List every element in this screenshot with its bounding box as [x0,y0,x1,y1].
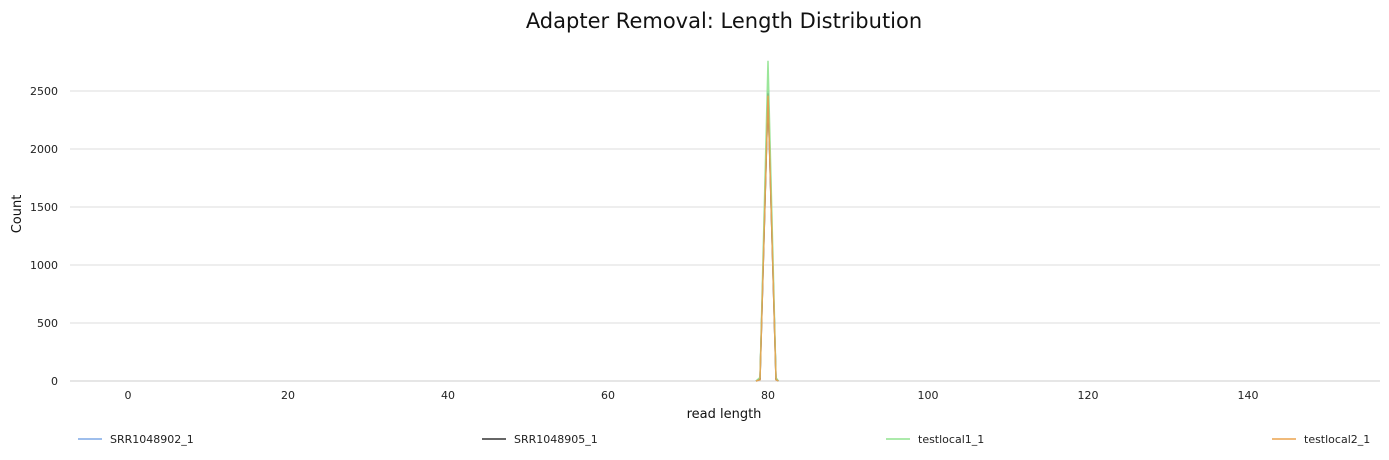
legend-item-srr1048902-1[interactable]: SRR1048902_1 [78,433,194,446]
x-tick-label: 100 [918,389,939,402]
y-tick-label: 0 [51,375,58,388]
series-line-testlocal2-1 [755,95,779,382]
legend-item-testlocal2-1[interactable]: testlocal2_1 [1272,433,1370,446]
x-tick-label: 80 [761,389,775,402]
legend: SRR1048902_1 SRR1048905_1 testlocal1_1 test… [78,433,1370,446]
x-axis-ticks: 0 20 40 60 80 100 120 140 [125,389,1259,402]
x-tick-label: 140 [1238,389,1259,402]
legend-label: testlocal1_1 [918,433,984,446]
x-tick-label: 40 [441,389,455,402]
chart-title: Adapter Removal: Length Distribution [526,9,922,33]
legend-item-srr1048905-1[interactable]: SRR1048905_1 [482,433,598,446]
y-tick-label: 500 [37,317,58,330]
legend-item-testlocal1-1[interactable]: testlocal1_1 [886,433,984,446]
gridlines [70,90,1380,382]
legend-label: SRR1048902_1 [110,433,194,446]
series-lines [755,60,780,382]
x-tick-label: 0 [125,389,132,402]
x-tick-label: 120 [1078,389,1099,402]
x-tick-label: 60 [601,389,615,402]
x-axis-label: read length [687,407,762,422]
y-axis-label: Count [10,195,25,234]
legend-label: testlocal2_1 [1304,433,1370,446]
y-tick-label: 2000 [30,143,58,156]
y-axis-ticks: 0 500 1000 1500 2000 2500 [30,85,58,388]
series-line-testlocal1-1 [755,60,780,382]
legend-label: SRR1048905_1 [514,433,598,446]
y-tick-label: 1000 [30,259,58,272]
y-tick-label: 1500 [30,201,58,214]
x-tick-label: 20 [281,389,295,402]
y-tick-label: 2500 [30,85,58,98]
